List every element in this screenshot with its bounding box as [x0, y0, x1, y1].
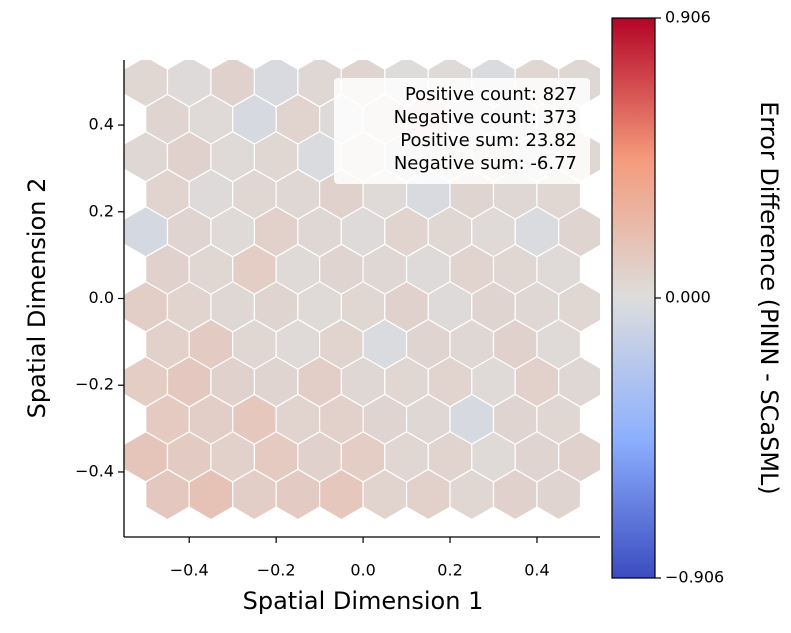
annotation-text: Positive sum: 23.82	[400, 130, 577, 151]
y-tick-label: 0.2	[89, 201, 114, 220]
x-tick-label: 0.4	[524, 561, 549, 580]
hex-cell	[536, 468, 582, 521]
y-tick-label: −0.4	[75, 461, 114, 480]
y-tick-label: 0.0	[89, 288, 114, 307]
annotation-text: Negative sum: -6.77	[394, 153, 577, 174]
colorbar-tick-label: 0.000	[665, 288, 711, 307]
x-tick-label: 0.0	[350, 561, 375, 580]
x-tick-label: −0.4	[170, 561, 209, 580]
annotation-box	[334, 78, 590, 184]
y-axis-label: Spatial Dimension 2	[23, 178, 51, 419]
colorbar	[611, 17, 656, 579]
annotation-text: Negative count: 373	[394, 107, 577, 128]
x-axis-label: Spatial Dimension 1	[243, 587, 484, 615]
annotation-text: Positive count: 827	[405, 84, 577, 105]
x-tick-label: −0.2	[257, 561, 296, 580]
colorbar-label: Error Difference (PINN - SCaSML)	[755, 101, 783, 495]
y-tick-label: 0.4	[89, 115, 114, 134]
colorbar-tick-label: 0.906	[665, 8, 711, 27]
x-tick-label: 0.2	[437, 561, 462, 580]
y-tick-label: −0.2	[75, 375, 114, 394]
colorbar-tick-label: −0.906	[665, 568, 724, 587]
